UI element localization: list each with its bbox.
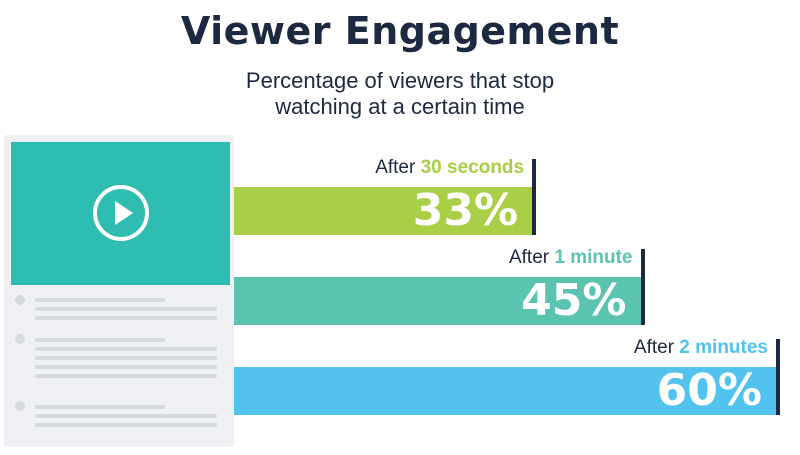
bar-end-marker [640,249,645,325]
placeholder-line [35,423,217,427]
placeholder-line [35,347,217,351]
play-icon [93,185,149,241]
bar-end-marker [532,159,537,235]
subtitle-line-1: Percentage of viewers that stop [245,68,555,93]
list-dot [15,334,25,344]
bar: 60% [234,367,776,415]
list-dot [15,401,25,411]
placeholder-line [35,365,217,369]
bar: 33% [234,185,533,236]
subtitle-line-2: watching at a certain time [275,94,525,119]
bar-label-prefix: After [508,247,555,268]
chart-subtitle: Percentage of viewers that stop watching… [0,68,800,120]
list-dot [15,295,25,305]
bar-value-label: 45% [521,275,627,326]
bar-label-prefix: After [633,337,680,358]
placeholder-line [35,338,165,342]
bar-label-time: 2 minutes [679,337,768,358]
bar-end-marker [776,339,780,415]
placeholder-line [35,356,217,360]
bar: 45% [234,277,641,325]
bar-category-label: After 30 seconds [214,157,524,179]
bar-value-label: 33% [412,185,519,236]
placeholder-line [35,414,217,418]
placeholder-line [35,374,217,378]
bar-label-time: 30 seconds [420,157,525,178]
bar-category-label: After 2 minutes [214,337,768,359]
placeholder-line [35,405,165,409]
bar-category-label: After 1 minute [214,247,633,269]
placeholder-line [35,298,165,302]
bar-label-time: 1 minute [554,247,633,268]
bar-label-prefix: After [375,157,421,178]
bar-value-label: 60% [656,365,762,416]
chart-title: Viewer Engagement [180,9,620,53]
placeholder-line [35,316,217,320]
placeholder-line [35,307,217,311]
